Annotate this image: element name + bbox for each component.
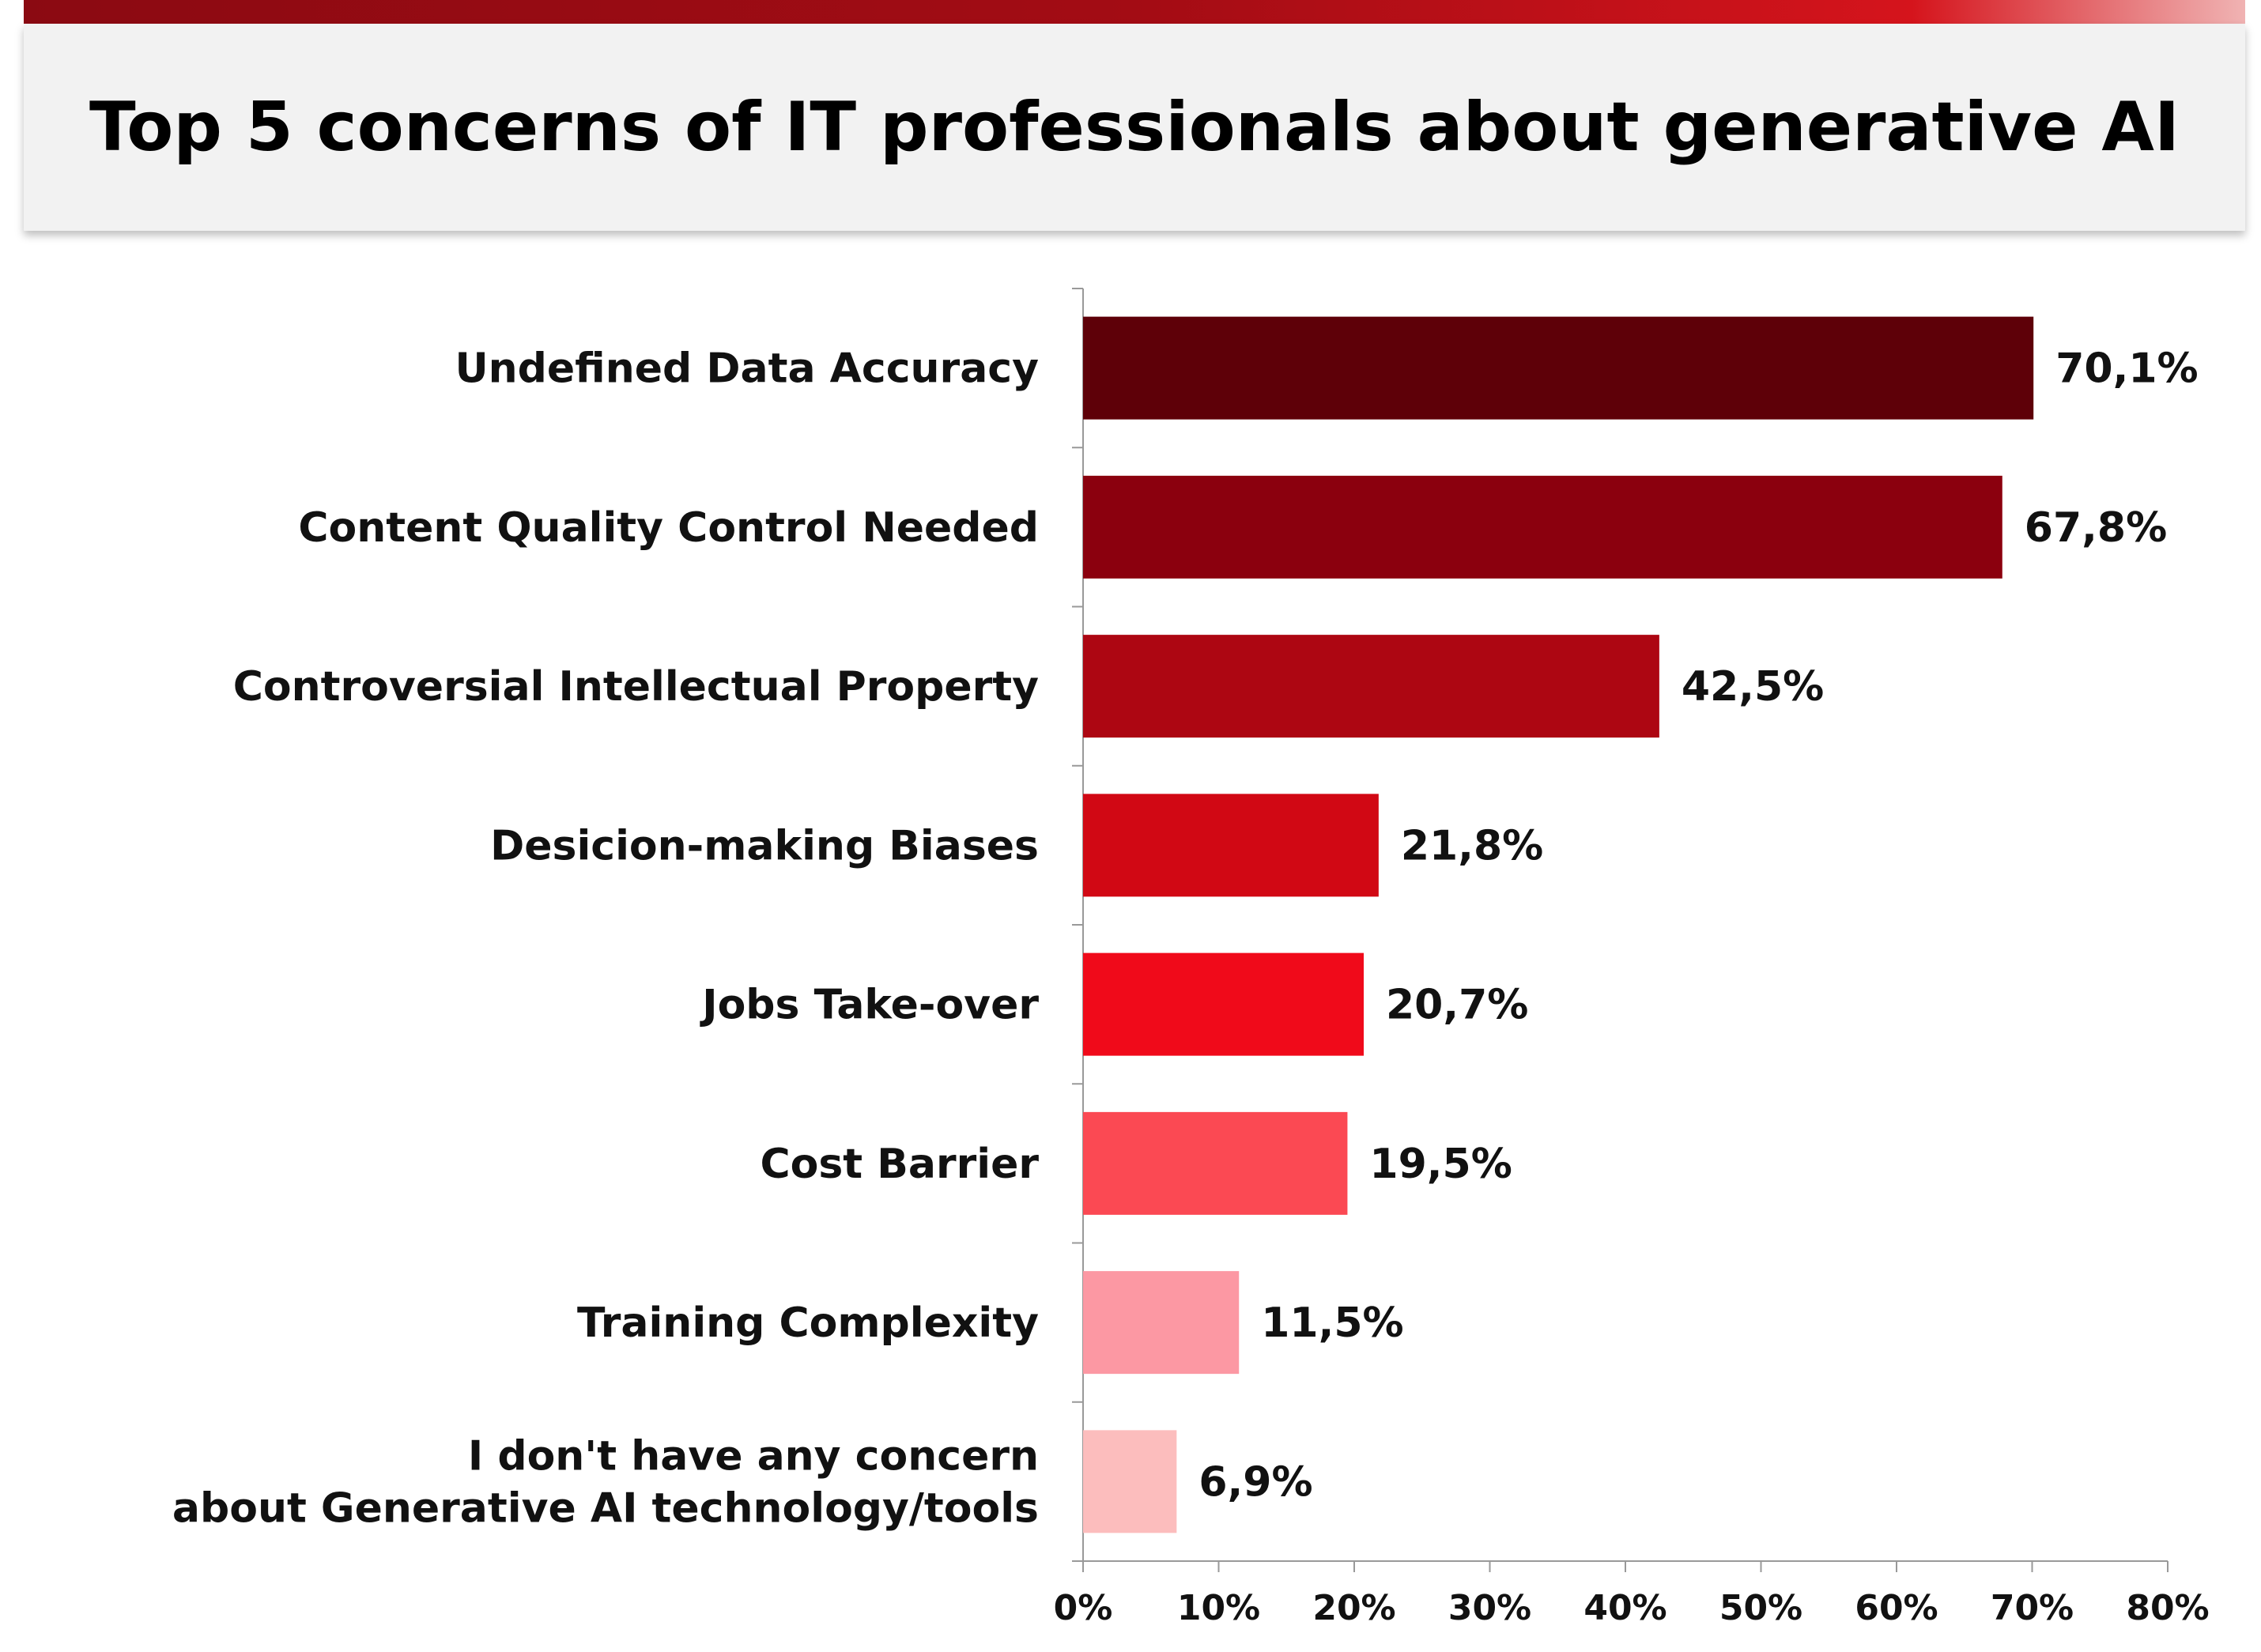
category-label: Jobs Take-over	[700, 982, 1039, 1029]
x-tick-label: 60%	[1855, 1588, 1938, 1628]
category-label: I don't have any concern about Generative…	[172, 1432, 1039, 1532]
category-label: Cost Barrier	[760, 1141, 1039, 1188]
x-tick-label: 80%	[2126, 1588, 2209, 1628]
x-tick-label: 10%	[1177, 1588, 1260, 1628]
x-tick-label: 40%	[1583, 1588, 1666, 1628]
category-label: Desicion-making Biases	[490, 822, 1039, 869]
category-label: Content Quality Control Needed	[298, 504, 1039, 552]
bar	[1083, 316, 2034, 420]
bar	[1083, 952, 1365, 1056]
data-label: 6,9%	[1198, 1458, 1312, 1506]
header-accent-stripe	[24, 0, 2245, 24]
bar	[1083, 1271, 1240, 1375]
data-label: 21,8%	[1401, 822, 1543, 869]
bar	[1083, 1430, 1177, 1533]
x-tick-label: 30%	[1448, 1588, 1531, 1628]
data-label: 70,1%	[2055, 345, 2198, 393]
data-label: 20,7%	[1386, 982, 1528, 1029]
chart-title: Top 5 concerns of IT professionals about…	[89, 88, 2180, 167]
bar	[1083, 794, 1379, 897]
x-tick-label: 0%	[1054, 1588, 1113, 1628]
category-label: Undefined Data Accuracy	[455, 345, 1039, 393]
bar	[1083, 1111, 1348, 1215]
data-label: 11,5%	[1261, 1299, 1403, 1347]
title-banner: Top 5 concerns of IT professionals about…	[24, 24, 2245, 231]
data-label: 42,5%	[1682, 663, 1824, 711]
x-tick-label: 50%	[1719, 1588, 1802, 1628]
category-label: Training Complexity	[577, 1299, 1039, 1347]
bar	[1083, 635, 1659, 738]
bar	[1083, 475, 2002, 579]
data-label: 19,5%	[1369, 1141, 1512, 1188]
data-label: 67,8%	[2025, 504, 2167, 552]
category-label: Controversial Intellectual Property	[233, 663, 1039, 711]
x-tick-label: 20%	[1312, 1588, 1395, 1628]
x-tick-label: 70%	[1991, 1588, 2074, 1628]
